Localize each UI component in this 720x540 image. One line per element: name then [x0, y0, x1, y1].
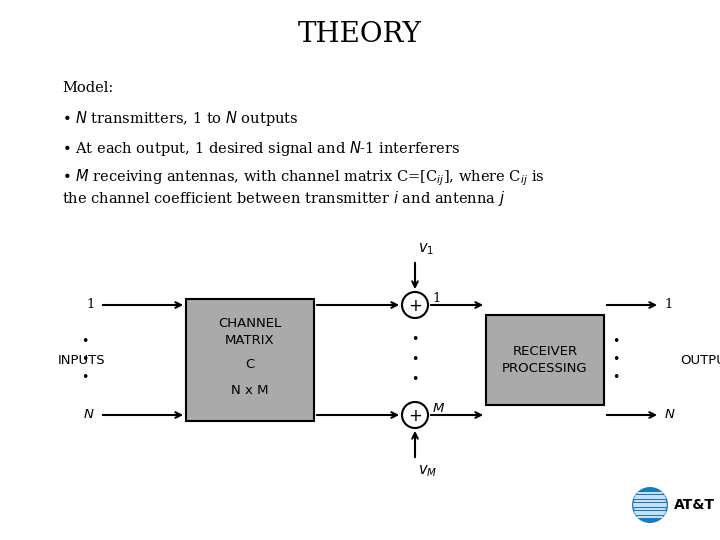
Text: $v_M$: $v_M$ [418, 463, 437, 478]
Text: • $M$ receiving antennas, with channel matrix C=[C$_{ij}$], where C$_{ij}$ is: • $M$ receiving antennas, with channel m… [62, 168, 544, 188]
Text: $N$: $N$ [84, 408, 95, 422]
Text: AT&T: AT&T [674, 498, 715, 512]
Bar [486, 315, 604, 405]
Text: +: + [408, 297, 422, 315]
Text: •: • [411, 334, 419, 347]
Text: $M$: $M$ [432, 402, 445, 415]
Circle shape [632, 487, 668, 523]
Text: 1: 1 [664, 299, 672, 312]
Text: • At each output, 1 desired signal and $N$-1 interferers: • At each output, 1 desired signal and $… [62, 138, 460, 158]
Text: •: • [81, 354, 89, 367]
Text: C: C [246, 359, 255, 372]
Text: OUTPUTS: OUTPUTS [680, 354, 720, 367]
Text: • $N$ transmitters, 1 to $N$ outputs: • $N$ transmitters, 1 to $N$ outputs [62, 109, 299, 127]
Circle shape [402, 402, 428, 428]
Text: •: • [612, 372, 620, 384]
Text: Model:: Model: [62, 81, 113, 95]
Text: •: • [81, 372, 89, 384]
Circle shape [402, 292, 428, 318]
Bar [186, 299, 314, 421]
Text: RECEIVER
PROCESSING: RECEIVER PROCESSING [502, 345, 588, 375]
Text: INPUTS: INPUTS [58, 354, 106, 367]
Text: •: • [81, 335, 89, 348]
Text: 1: 1 [432, 293, 441, 306]
Text: +: + [408, 407, 422, 425]
Text: •: • [612, 354, 620, 367]
Text: •: • [411, 374, 419, 387]
Text: •: • [411, 354, 419, 367]
Text: $N$: $N$ [664, 408, 675, 422]
Text: 1: 1 [86, 299, 95, 312]
Text: $v_1$: $v_1$ [418, 241, 434, 257]
Text: CHANNEL
MATRIX: CHANNEL MATRIX [218, 317, 282, 347]
Text: the channel coefficient between transmitter $i$ and antenna $j$: the channel coefficient between transmit… [62, 188, 505, 207]
Text: •: • [612, 335, 620, 348]
Text: THEORY: THEORY [298, 22, 422, 49]
Text: N x M: N x M [231, 383, 269, 396]
